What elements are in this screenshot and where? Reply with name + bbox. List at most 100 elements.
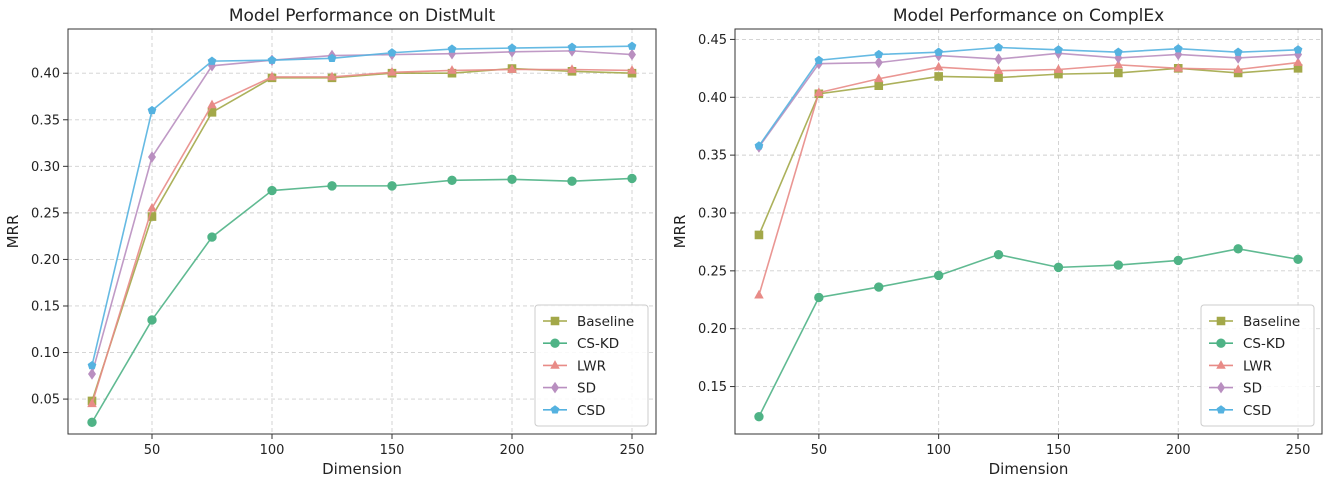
data-point-lwr: [147, 202, 157, 212]
legend-marker: [551, 381, 559, 394]
data-point-lwr: [1053, 64, 1064, 73]
data-point-lwr: [1233, 64, 1243, 73]
data-point-sd: [628, 48, 636, 61]
legend-marker: [1216, 405, 1226, 414]
legend-label: CSD: [577, 403, 605, 419]
x-axis-label: Dimension: [322, 460, 402, 478]
legend-item-lwr: LWR: [543, 358, 606, 374]
data-point-cs-kd: [1293, 254, 1303, 264]
data-point-lwr: [267, 71, 277, 81]
legend-label: CS-KD: [1243, 336, 1285, 352]
x-tick-label: 100: [260, 443, 285, 458]
data-point-baseline: [1114, 68, 1123, 78]
series-line-cs-kd: [758, 248, 1299, 417]
y-tick-label: 0.15: [698, 380, 727, 395]
data-point-baseline: [207, 108, 217, 117]
data-point-sd: [88, 368, 96, 380]
data-point-csd: [447, 44, 457, 53]
data-point-lwr: [87, 398, 97, 408]
data-point-cs-kd: [874, 282, 884, 292]
chart-distmult: 50 100 150 200 250 0.05 0.10 0.15 0.20 0.25 0.30 0.…: [4, 6, 657, 478]
y-tick-label: 0.25: [698, 264, 727, 279]
axes-frame: [67, 28, 657, 435]
legend-marker: [1216, 316, 1226, 326]
legend-label: SD: [1243, 381, 1262, 397]
legend-marker: [550, 360, 560, 369]
data-point-baseline: [754, 230, 764, 240]
data-point-lwr: [627, 65, 637, 74]
data-point-lwr: [873, 73, 884, 83]
data-point-cs-kd: [447, 175, 457, 185]
chart-title: Model Performance on ComplEx: [893, 6, 1164, 26]
x-tick-label: 100: [926, 443, 951, 458]
y-tick-label: 0.20: [31, 253, 60, 268]
x-tick-label: 150: [1046, 443, 1071, 458]
legend-label: Baseline: [1243, 314, 1300, 330]
series-lwr: [87, 64, 637, 408]
data-point-lwr: [814, 87, 824, 96]
series-line-cs-kd: [91, 177, 633, 423]
x-tick-label: 250: [1286, 443, 1311, 458]
data-point-csd: [1054, 45, 1063, 54]
axes-frame: [734, 28, 1323, 435]
data-point-baseline: [934, 72, 943, 81]
data-point-lwr: [993, 65, 1004, 74]
series-cs-kd: [754, 244, 1303, 422]
data-point-csd: [1173, 44, 1183, 53]
y-tick-label: 0.35: [31, 113, 60, 128]
data-point-lwr: [387, 66, 397, 76]
series-line-sd: [758, 52, 1299, 148]
data-point-csd: [994, 42, 1003, 52]
data-point-csd: [567, 42, 577, 51]
data-point-sd: [148, 151, 156, 163]
data-point-csd: [87, 360, 97, 370]
legend-item-csd: CSD: [1209, 403, 1271, 419]
data-point-csd: [627, 41, 637, 50]
x-tick-label: 50: [811, 443, 828, 458]
series-lwr: [754, 57, 1303, 299]
data-point-cs-kd: [147, 315, 157, 325]
legend-item-baseline: Baseline: [543, 314, 634, 330]
data-point-sd: [994, 53, 1003, 65]
series-line-lwr: [91, 68, 633, 404]
data-point-csd: [934, 47, 944, 56]
data-point-baseline: [874, 81, 884, 90]
data-point-cs-kd: [933, 270, 944, 281]
data-point-cs-kd: [507, 174, 517, 185]
data-point-lwr: [327, 71, 337, 81]
x-axis-label: Dimension: [989, 460, 1069, 478]
legend: Baseline CS-KD LWR SD CSD: [534, 304, 649, 427]
legend-item-lwr: LWR: [1209, 358, 1272, 374]
legend-box: [1200, 304, 1315, 427]
data-point-cs-kd: [993, 249, 1004, 260]
y-tick-label: 0.35: [698, 149, 727, 164]
legend-item-sd: SD: [543, 381, 596, 397]
data-point-csd: [387, 48, 397, 57]
legend-label: CS-KD: [577, 336, 619, 352]
x-tick-label: 50: [144, 443, 161, 458]
y-tick-label: 0.40: [698, 91, 727, 106]
data-point-csd: [327, 53, 337, 63]
legend-marker: [1216, 360, 1226, 369]
legend-box: [534, 304, 649, 427]
data-point-cs-kd: [1233, 244, 1243, 254]
legend-label: LWR: [1243, 358, 1272, 374]
chart-title: Model Performance on DistMult: [229, 6, 496, 26]
series-csd: [754, 42, 1303, 150]
legend-label: CSD: [1243, 403, 1271, 419]
data-point-csd: [147, 105, 157, 115]
y-axis-label: MRR: [671, 215, 689, 249]
x-tick-label: 150: [380, 443, 405, 458]
data-point-cs-kd: [754, 411, 764, 422]
y-tick-label: 0.45: [698, 33, 727, 48]
data-point-csd: [1233, 47, 1243, 56]
data-point-baseline: [994, 73, 1003, 82]
data-point-csd: [207, 56, 217, 65]
series-line-lwr: [758, 61, 1299, 296]
legend-marker: [550, 316, 560, 326]
data-point-cs-kd: [207, 232, 217, 242]
legend-marker: [1216, 338, 1226, 348]
legend-label: Baseline: [577, 314, 634, 330]
y-tick-label: 0.30: [698, 206, 727, 221]
y-tick-label: 0.20: [698, 322, 727, 337]
